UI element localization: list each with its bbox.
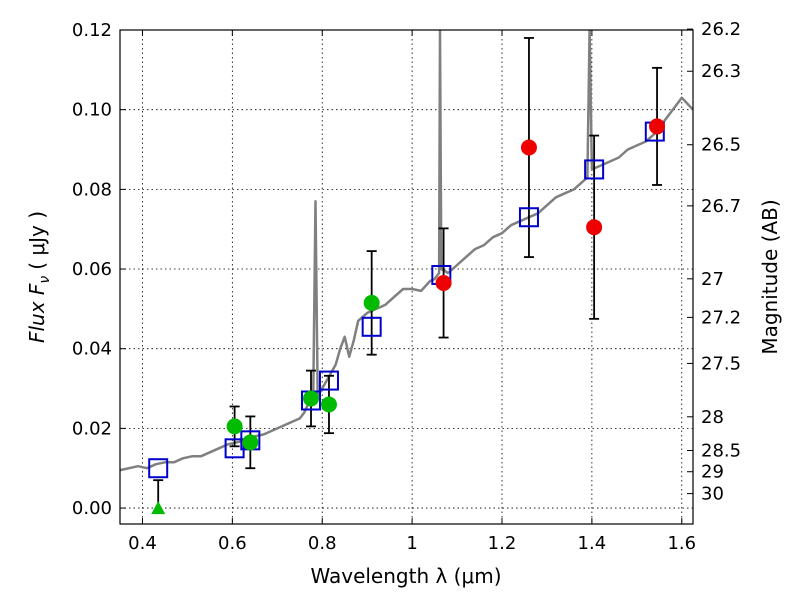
y2-tick-label: 26.2 — [701, 19, 741, 40]
y2-tick-label: 26.7 — [701, 196, 741, 217]
x-tick-label: 0.4 — [128, 533, 157, 554]
photometry-point — [649, 118, 666, 135]
y-axis-label-unit: ( μJy ) — [25, 211, 49, 270]
y-tick-label: 0.08 — [72, 179, 112, 200]
y-tick-label: 0.00 — [72, 498, 112, 519]
x-tick-label: 0.8 — [308, 533, 337, 554]
photometry-point — [363, 294, 380, 311]
model-spectrum-line — [120, 30, 693, 472]
error-bars — [153, 37, 663, 509]
tick-labels: 0.4 0.6 0.8 1 1.2 1.4 1.6 0.00 0.02 0.04 0.06 0.08 0… — [72, 19, 741, 554]
x-tick-label: 1 — [406, 533, 417, 554]
photometry-point — [226, 418, 243, 435]
y2-tick-label: 30 — [701, 484, 724, 505]
y2-tick-label: 29 — [701, 462, 724, 483]
y2-tick-label: 26.5 — [701, 135, 741, 156]
x-tick-label: 1.4 — [578, 533, 607, 554]
y-tick-label: 0.04 — [72, 339, 112, 360]
photometry-point — [242, 434, 259, 451]
photometry-point — [320, 396, 337, 413]
model-square-marker — [318, 370, 339, 391]
photometry-point — [303, 390, 319, 407]
photometry-point — [435, 274, 452, 291]
upper-limit-triangle — [151, 501, 166, 515]
data-markers — [148, 118, 666, 515]
y2-tick-label: 28.5 — [701, 440, 741, 461]
model-square-marker — [148, 458, 169, 479]
y2-axis-label: Magnitude (AB) — [758, 199, 782, 354]
y2-tick-label: 26.3 — [701, 61, 741, 82]
y2-tick-label: 28 — [701, 407, 724, 428]
model-square-marker — [224, 438, 245, 459]
y-axis-label: Flux Fν ( μJy ) — [25, 211, 53, 343]
x-tick-label: 1.2 — [488, 533, 517, 554]
y-tick-label: 0.02 — [72, 418, 112, 439]
model-square-marker — [518, 207, 539, 228]
x-tick-label: 0.6 — [218, 533, 247, 554]
model-square-marker — [584, 159, 605, 180]
y-tick-label: 0.12 — [72, 20, 112, 41]
photometry-point — [586, 219, 603, 236]
model-square-marker — [361, 316, 382, 337]
photometry-point — [520, 139, 537, 156]
x-tick-label: 1.6 — [667, 533, 696, 554]
y2-tick-label: 27 — [701, 269, 724, 290]
plot-frame — [119, 29, 694, 525]
y-axis-label-subscript: ν — [37, 276, 53, 284]
y-tick-label: 0.10 — [72, 100, 112, 121]
spectrum-layer — [120, 30, 693, 472]
x-axis-label: Wavelength λ (μm) — [310, 564, 501, 588]
grid-lines — [120, 29, 693, 524]
y-tick-label: 0.06 — [72, 259, 112, 280]
y-axis-label-main: Flux F — [25, 283, 49, 343]
axis-ticks — [120, 28, 693, 524]
y2-tick-label: 27.5 — [701, 353, 741, 374]
y2-tick-label: 27.2 — [701, 307, 741, 328]
